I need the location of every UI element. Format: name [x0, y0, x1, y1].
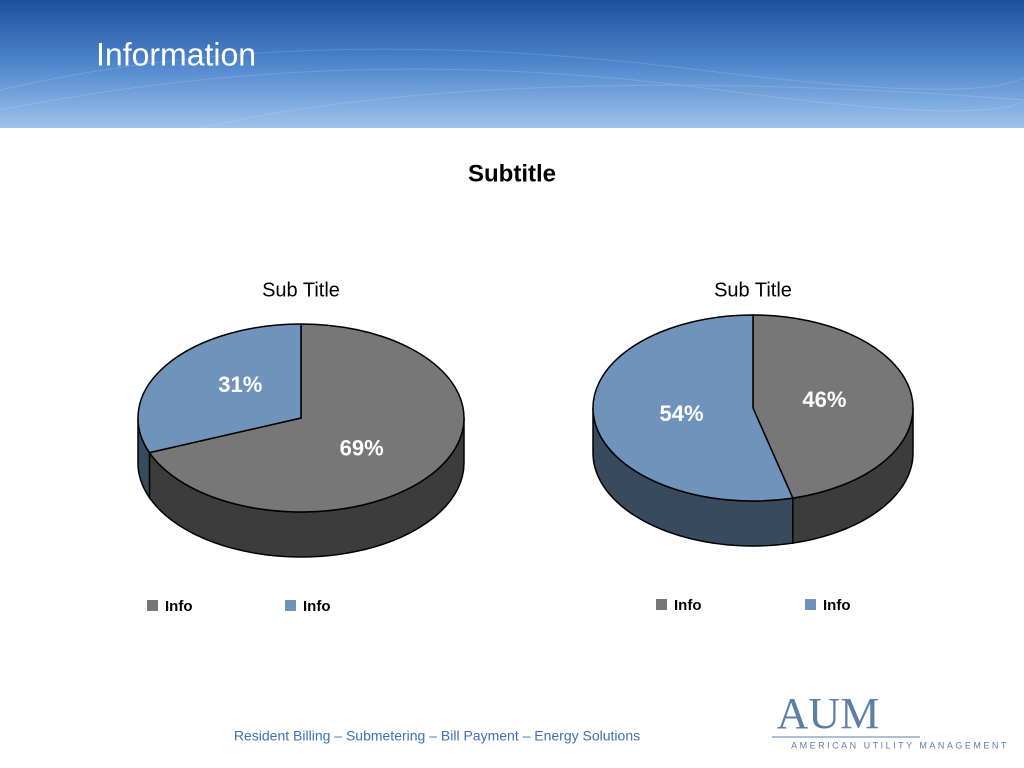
data-label: 69%	[340, 436, 384, 461]
legend-label: Info	[165, 598, 193, 615]
chart-title: Sub Title	[262, 279, 340, 301]
subtitle: Subtitle	[468, 160, 556, 187]
header-title: Information	[96, 36, 256, 72]
slice	[148, 323, 465, 513]
legend-swatch	[656, 599, 667, 610]
slice	[752, 314, 914, 499]
data-label: 46%	[802, 387, 846, 412]
legend-swatch	[147, 600, 158, 611]
header-band	[0, 0, 1024, 128]
data-label: 54%	[660, 401, 704, 426]
legend-swatch	[285, 600, 296, 611]
legend-label: Info	[674, 597, 702, 614]
logo: AUM	[777, 689, 880, 738]
footer-tagline: Resident Billing – Submetering – Bill Pa…	[234, 728, 640, 744]
legend-swatch	[805, 599, 816, 610]
data-label: 31%	[218, 372, 262, 397]
chart-title: Sub Title	[714, 279, 792, 301]
header-decoration	[0, 39, 1024, 129]
slice	[592, 314, 794, 502]
legend-label: Info	[823, 597, 851, 614]
company-name: American Utility Management	[791, 740, 1009, 750]
legend-label: Info	[303, 598, 331, 615]
slice	[137, 323, 302, 454]
